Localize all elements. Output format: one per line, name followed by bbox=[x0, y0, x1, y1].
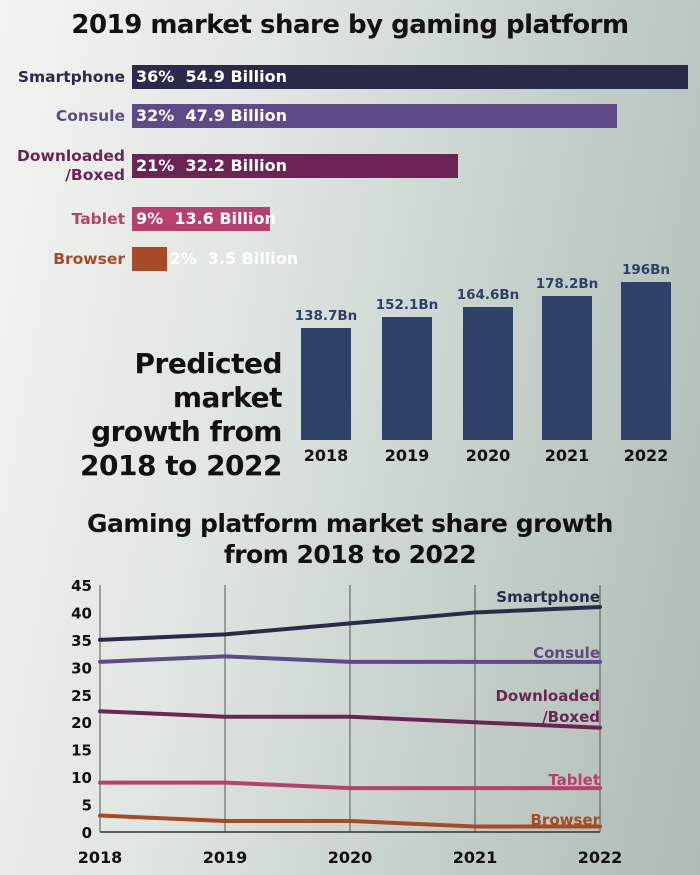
growth-bar bbox=[621, 282, 671, 440]
growth-bar-year: 2022 bbox=[623, 446, 669, 465]
series-label: /Boxed bbox=[542, 708, 600, 726]
y-tick-label: 0 bbox=[82, 824, 92, 842]
platform-bar-label: 21% 32.2 Billion bbox=[136, 156, 287, 175]
y-tick-label: 10 bbox=[71, 769, 92, 787]
x-tick-label: 2018 bbox=[78, 848, 123, 867]
y-tick-label: 40 bbox=[71, 604, 92, 622]
growth-title-line: growth from bbox=[91, 415, 282, 448]
x-tick-label: 2020 bbox=[328, 848, 373, 867]
series-line bbox=[98, 709, 602, 730]
series-label: Downloaded bbox=[495, 687, 600, 705]
platform-label: Smartphone bbox=[18, 68, 125, 87]
platform-bar bbox=[132, 65, 688, 89]
platform-bar-label: 36% 54.9 Billion bbox=[136, 67, 287, 86]
share-growth-title-line: Gaming platform market share growth bbox=[87, 509, 613, 538]
growth-bar-value: 138.7Bn bbox=[294, 308, 358, 325]
growth-bar bbox=[301, 328, 351, 440]
platform-label: Browser bbox=[53, 250, 125, 269]
x-tick-label: 2021 bbox=[453, 848, 498, 867]
platform-bar-label: 2% 3.5 Billion bbox=[169, 249, 299, 268]
share-growth-title: Gaming platform market share growth from… bbox=[0, 508, 700, 570]
platform-bar bbox=[132, 104, 618, 128]
platform-label-line: Consule bbox=[55, 106, 125, 125]
platform-label: Consule bbox=[56, 107, 125, 126]
series-label: Consule bbox=[533, 644, 600, 662]
growth-bar bbox=[382, 317, 432, 440]
x-tick-label: 2022 bbox=[578, 848, 623, 867]
y-tick-label: 35 bbox=[71, 632, 92, 650]
series-label: Smartphone bbox=[496, 588, 600, 606]
platform-label-line: /Boxed bbox=[65, 166, 125, 184]
platform-bar bbox=[132, 207, 270, 231]
series-line bbox=[98, 813, 602, 829]
series-line bbox=[98, 604, 602, 642]
growth-title: Predicted market growth from 2018 to 202… bbox=[20, 347, 282, 483]
y-tick-label: 15 bbox=[71, 742, 92, 760]
y-tick-label: 45 bbox=[71, 577, 92, 595]
growth-bar-year: 2020 bbox=[465, 446, 511, 465]
growth-bar-value: 164.6Bn bbox=[456, 287, 520, 304]
series-line bbox=[98, 654, 602, 664]
series-label: Browser bbox=[531, 811, 601, 829]
growth-bar-value: 152.1Bn bbox=[375, 297, 439, 314]
series-line bbox=[98, 780, 602, 791]
platform-share-title: 2019 market share by gaming platform bbox=[71, 10, 629, 40]
growth-bar-year: 2019 bbox=[384, 446, 430, 465]
platform-bar bbox=[132, 154, 459, 178]
platform-label-line: Downloaded bbox=[17, 147, 125, 165]
platform-label-line: Browser bbox=[53, 249, 125, 268]
growth-bar-year: 2021 bbox=[544, 446, 590, 465]
growth-title-line: Predicted market bbox=[134, 347, 283, 414]
platform-bar bbox=[132, 247, 168, 271]
growth-bar-value: 196Bn bbox=[621, 262, 671, 278]
x-tick-label: 2019 bbox=[203, 848, 248, 867]
y-tick-label: 20 bbox=[71, 714, 92, 732]
growth-bar-year: 2018 bbox=[303, 446, 349, 465]
platform-bar-label: 9% 13.6 Billion bbox=[136, 209, 276, 228]
platform-label-line: Smartphone bbox=[17, 67, 125, 86]
series-label: Tablet bbox=[548, 771, 600, 789]
y-tick-label: 30 bbox=[71, 659, 92, 677]
growth-bar bbox=[542, 296, 592, 440]
y-tick-label: 5 bbox=[82, 797, 92, 815]
platform-label-line: Tablet bbox=[71, 209, 125, 228]
platform-label: Tablet bbox=[72, 210, 125, 229]
growth-bar-value: 178.2Bn bbox=[535, 276, 599, 293]
platform-bar-label: 32% 47.9 Billion bbox=[136, 106, 287, 125]
growth-title-line: 2018 to 2022 bbox=[80, 449, 282, 482]
growth-bar bbox=[463, 307, 513, 440]
y-tick-label: 25 bbox=[71, 687, 92, 705]
platform-label: Downloaded/Boxed bbox=[17, 147, 125, 185]
share-growth-title-line: from 2018 to 2022 bbox=[223, 540, 477, 569]
